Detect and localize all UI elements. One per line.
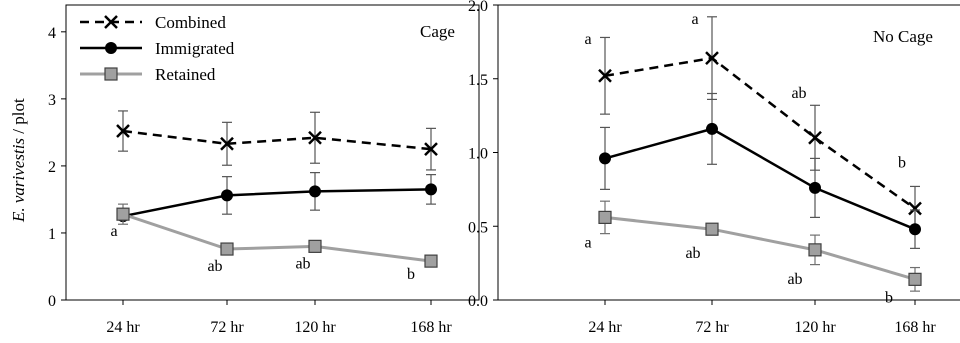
cage-panel-frame <box>65 4 480 301</box>
cage-x-tick-label: 120 hr <box>294 319 336 336</box>
x-marker-stroke <box>116 124 130 138</box>
x-marker-stroke <box>220 136 234 151</box>
nocage-panel-frame <box>497 4 960 301</box>
nocage-immigrated-circle-marker <box>809 181 821 194</box>
cage-y-tick-label: 0 <box>48 293 56 310</box>
x-marker-stroke <box>598 68 612 83</box>
cage-immigrated-circle-marker <box>425 183 437 196</box>
cage-significance-letter: ab <box>207 258 222 275</box>
nocage-combined-x-marker <box>705 51 719 65</box>
nocage-significance-letter: ab <box>685 245 700 262</box>
cage-x-tick-label: 24 hr <box>106 319 140 336</box>
cage-combined-x-marker <box>308 130 322 145</box>
nocage-significance-letter: ab <box>791 85 806 102</box>
cage-y-tick-label: 1 <box>48 226 56 243</box>
nocage-immigrated-line <box>604 127 916 231</box>
nocage-y-tick-label: 1.5 <box>468 72 488 89</box>
cage-y-tick-label: 3 <box>48 92 56 109</box>
y-axis-label-species: E. varivestis <box>9 138 28 223</box>
x-marker-stroke <box>308 130 322 145</box>
nocage-immigrated-circle-marker <box>909 223 921 236</box>
cage-retained-square-marker <box>424 254 438 268</box>
nocage-retained-square-marker <box>908 272 922 286</box>
cage-combined-line <box>122 129 432 151</box>
nocage-significance-letter: b <box>898 155 906 172</box>
nocage-significance-letter: ab <box>787 271 802 288</box>
nocage-retained-square-marker <box>705 222 719 236</box>
cage-retained-square-marker <box>220 242 234 256</box>
cage-y-tick-label: 4 <box>48 25 56 42</box>
cage-retained-square-marker <box>116 207 130 221</box>
nocage-immigrated-circle-marker <box>599 152 611 165</box>
nocage-x-tick-label: 24 hr <box>588 319 622 336</box>
nocage-plot-area: 0.0 0.5 1.0 1.5 2.0 24 hr 72 hr 120 hr 168 hr a a a… <box>468 0 936 336</box>
cage-x-tick-label: 72 hr <box>210 319 244 336</box>
legend: Combined Immigrated Retained <box>80 13 235 84</box>
nocage-significance-letter: a <box>691 11 698 28</box>
nocage-immigrated-circle-marker <box>706 122 718 135</box>
nocage-combined-x-marker <box>808 130 822 145</box>
legend-immigrated-circle-marker <box>105 42 117 54</box>
cage-combined-x-marker <box>116 124 130 138</box>
nocage-significance-letter: b <box>885 289 893 306</box>
y-axis-label: E. varivestis / plot <box>9 98 28 223</box>
legend-combined-label: Combined <box>155 13 226 32</box>
x-marker-stroke <box>705 51 719 65</box>
nocage-y-tick-label: 2.0 <box>468 0 488 15</box>
cage-immigrated-circle-marker <box>221 189 233 202</box>
x-marker-stroke <box>908 201 922 216</box>
x-marker-stroke <box>808 130 822 145</box>
legend-retained-label: Retained <box>155 65 216 84</box>
nocage-combined-line <box>604 56 916 210</box>
legend-retained-square-marker <box>104 67 118 81</box>
cage-combined-x-marker <box>220 136 234 151</box>
legend-immigrated-label: Immigrated <box>155 39 235 58</box>
nocage-y-tick-label: 0.5 <box>468 219 488 236</box>
cage-significance-letter: ab <box>295 255 310 272</box>
cage-panel-label: Cage <box>420 22 455 41</box>
nocage-retained-square-marker <box>808 243 822 257</box>
x-marker-stroke <box>424 142 438 157</box>
legend-combined-x-marker <box>104 15 118 29</box>
cage-retained-line <box>122 212 432 263</box>
nocage-y-tick-label: 1.0 <box>468 146 488 163</box>
cage-significance-letter: b <box>407 266 415 283</box>
cage-retained-square-marker <box>308 239 322 253</box>
nocage-x-tick-label: 168 hr <box>894 319 936 336</box>
cage-immigrated-circle-marker <box>309 185 321 198</box>
nocage-panel-label: No Cage <box>873 27 933 46</box>
cage-plot-area: 0 1 2 3 4 24 hr 72 hr 120 hr 168 hr a ab ab b <box>48 25 452 336</box>
nocage-combined-x-marker <box>908 201 922 216</box>
nocage-x-tick-label: 120 hr <box>794 319 836 336</box>
nocage-combined-x-marker <box>598 68 612 83</box>
cage-y-tick-label: 2 <box>48 159 56 176</box>
nocage-significance-letter: a <box>584 234 591 251</box>
cage-significance-letter: a <box>110 223 117 240</box>
cage-immigrated-line <box>122 188 432 218</box>
nocage-retained-line <box>604 215 916 281</box>
nocage-retained-square-marker <box>598 210 612 224</box>
nocage-y-tick-label: 0.0 <box>468 293 488 310</box>
cage-x-tick-label: 168 hr <box>410 319 452 336</box>
nocage-x-tick-label: 72 hr <box>695 319 729 336</box>
cage-combined-x-marker <box>424 142 438 157</box>
y-axis-label-unit: / plot <box>9 98 28 138</box>
nocage-significance-letter: a <box>584 31 591 48</box>
